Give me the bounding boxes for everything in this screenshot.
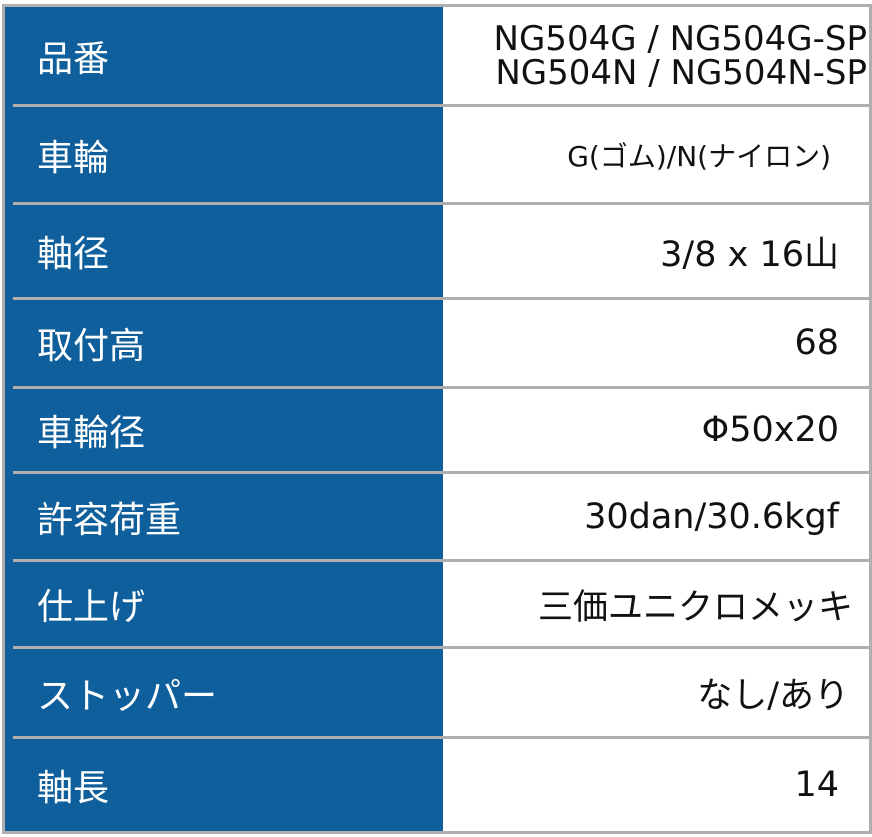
row-value: 3/8 x 16山 [660, 234, 839, 275]
row-value: Φ50x20 [701, 410, 839, 450]
row-mount-height: 取付高 68 [5, 300, 869, 386]
divider [13, 471, 869, 474]
row-label: 軸径 [37, 234, 110, 275]
row-value: 30dan/30.6kgf [584, 496, 839, 537]
row-label: 品番 [37, 38, 110, 80]
divider [13, 104, 869, 107]
divider [13, 736, 869, 739]
row-label: 軸長 [37, 768, 110, 809]
row-shaft-diameter: 軸径 3/8 x 16山 [5, 205, 869, 297]
row-value: 68 [794, 323, 839, 363]
row-label: ストッパー [37, 675, 218, 717]
row-value: G(ゴム)/N(ナイロン) [567, 139, 831, 173]
row-label: 仕上げ [37, 587, 146, 628]
row-value: 三価ユニクロメッキ [537, 587, 853, 628]
divider [13, 297, 869, 300]
row-value: NG504G / NG504G-SP NG504N / NG504N-SP [494, 7, 867, 104]
row-part-number: 品番 NG504G / NG504G-SP NG504N / NG504N-SP [5, 7, 869, 104]
divider [13, 202, 869, 205]
row-finish: 仕上げ 三価ユニクロメッキ [5, 562, 869, 646]
row-shaft-length: 軸長 14 [5, 739, 869, 831]
divider [13, 559, 869, 562]
spec-table: 品番 NG504G / NG504G-SP NG504N / NG504N-SP… [2, 4, 872, 834]
label-column [5, 7, 443, 831]
divider [13, 646, 869, 649]
row-value: 14 [794, 765, 839, 805]
value-line: NG504G / NG504G-SP [493, 18, 867, 59]
row-label: 取付高 [37, 326, 146, 367]
row-wheel-diameter: 車輪径 Φ50x20 [5, 389, 869, 471]
row-wheel: 車輪 G(ゴム)/N(ナイロン) [5, 107, 869, 202]
value-line: NG504N / NG504N-SP [495, 52, 867, 93]
row-label: 車輪 [37, 137, 110, 179]
row-stopper: ストッパー なし/あり [5, 649, 869, 736]
row-load-capacity: 許容荷重 30dan/30.6kgf [5, 474, 869, 559]
row-label: 許容荷重 [37, 499, 182, 541]
row-value: なし/あり [697, 676, 849, 716]
row-label: 車輪径 [37, 413, 146, 454]
divider [13, 386, 869, 389]
